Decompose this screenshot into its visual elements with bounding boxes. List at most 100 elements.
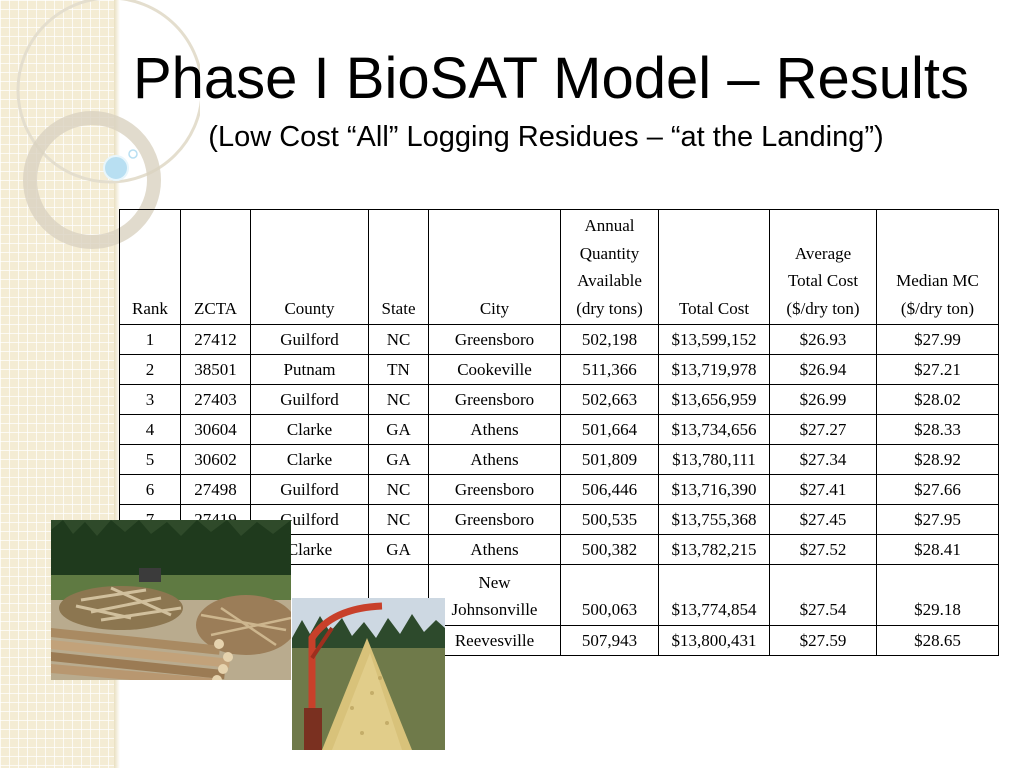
column-header-rank: Rank: [119, 209, 181, 325]
cell-state: GA: [368, 444, 429, 475]
cell-zcta: 27498: [180, 474, 251, 505]
cell-total-cost: $13,656,959: [658, 384, 770, 415]
cell-state: TN: [368, 354, 429, 385]
cell-county: Putnam: [250, 354, 369, 385]
cell-city: Greensboro: [428, 504, 561, 535]
cell-rank: 6: [119, 474, 181, 505]
cell-annual-quantity: 507,943: [560, 625, 659, 656]
cell-city: Greensboro: [428, 324, 561, 355]
cell-annual-quantity: 511,366: [560, 354, 659, 385]
cell-total-cost: $13,800,431: [658, 625, 770, 656]
cell-rank: 5: [119, 444, 181, 475]
cell-median-mc: $28.65: [876, 625, 999, 656]
table-row: 3 27403 Guilford NC Greensboro 502,663 $13,656…: [119, 384, 999, 415]
cell-state: GA: [368, 534, 429, 565]
column-header-total-cost: Total Cost: [658, 209, 770, 325]
table-row: 2 38501 Putnam TN Cookeville 511,366 $13,719,9…: [119, 354, 999, 385]
slide-subtitle: (Low Cost “All” Logging Residues – “at t…: [208, 121, 884, 153]
cell-rank: 1: [119, 324, 181, 355]
cell-median-mc: $28.92: [876, 444, 999, 475]
table-header-row: Rank ZCTA County State City Annual Quantity Ava…: [119, 209, 999, 325]
cell-median-mc: $27.95: [876, 504, 999, 535]
column-header-state: State: [368, 209, 429, 325]
cell-annual-quantity: 501,809: [560, 444, 659, 475]
cell-zcta: 27412: [180, 324, 251, 355]
cell-annual-quantity: 502,663: [560, 384, 659, 415]
cell-median-mc: $27.21: [876, 354, 999, 385]
cell-city: New Johnsonville: [428, 564, 561, 626]
cell-total-cost: $13,716,390: [658, 474, 770, 505]
cell-total-cost: $13,782,215: [658, 534, 770, 565]
cell-rank: 4: [119, 414, 181, 445]
column-header-line: Rank: [132, 298, 168, 318]
cell-city: Cookeville: [428, 354, 561, 385]
cell-rank: 2: [119, 354, 181, 385]
cell-average-total-cost: $27.41: [769, 474, 877, 505]
logging-residue-pile-photo: [51, 520, 291, 680]
cell-zcta: 38501: [180, 354, 251, 385]
cell-county: Clarke: [250, 444, 369, 475]
column-header-average-total-cost: Average Total Cost ($/dry ton): [769, 209, 877, 325]
cell-county: Guilford: [250, 474, 369, 505]
cell-median-mc: $29.18: [876, 564, 999, 626]
column-header-line: Quantity: [579, 243, 640, 263]
cell-total-cost: $13,755,368: [658, 504, 770, 535]
cell-annual-quantity: 502,198: [560, 324, 659, 355]
cell-rank: 3: [119, 384, 181, 415]
cell-median-mc: $27.99: [876, 324, 999, 355]
table-row: 1 27412 Guilford NC Greensboro 502,198 $13,599…: [119, 324, 999, 355]
decorative-circles: [16, 0, 200, 249]
column-header-line: Total Cost: [787, 271, 859, 290]
wood-chips-pile-photo: [291, 598, 445, 750]
cell-median-mc: $28.02: [876, 384, 999, 415]
cell-total-cost: $13,774,854: [658, 564, 770, 626]
cell-state: NC: [368, 384, 429, 415]
column-header-line: ($/dry ton): [900, 298, 975, 318]
cell-county: Clarke: [250, 414, 369, 445]
column-header-line: County: [284, 298, 335, 318]
cell-annual-quantity: 500,063: [560, 564, 659, 626]
column-header-line: State: [381, 298, 416, 318]
cell-average-total-cost: $27.34: [769, 444, 877, 475]
cell-city: Reevesville: [428, 625, 561, 656]
column-header-line: Annual: [584, 216, 635, 235]
cell-state: GA: [368, 414, 429, 445]
column-header-zcta: ZCTA: [180, 209, 251, 325]
cell-average-total-cost: $27.45: [769, 504, 877, 535]
cell-city: Greensboro: [428, 474, 561, 505]
cell-state: NC: [368, 504, 429, 535]
cell-average-total-cost: $27.52: [769, 534, 877, 565]
column-header-city: City: [428, 209, 561, 325]
cell-median-mc: $27.66: [876, 474, 999, 505]
cell-zcta: 30602: [180, 444, 251, 475]
cell-average-total-cost: $26.99: [769, 384, 877, 415]
column-header-median-mc: Median MC ($/dry ton): [876, 209, 999, 325]
column-header-line: City: [479, 298, 510, 318]
cell-average-total-cost: $26.94: [769, 354, 877, 385]
column-header-line: Total Cost: [678, 298, 750, 318]
side-strip-edge: [114, 0, 120, 768]
cell-city: Athens: [428, 414, 561, 445]
cell-total-cost: $13,780,111: [658, 444, 770, 475]
cell-median-mc: $28.33: [876, 414, 999, 445]
cell-average-total-cost: $26.93: [769, 324, 877, 355]
column-header-line: Average: [794, 243, 852, 263]
cell-city: Athens: [428, 534, 561, 565]
cell-average-total-cost: $27.54: [769, 564, 877, 626]
cell-total-cost: $13,719,978: [658, 354, 770, 385]
cell-total-cost: $13,734,656: [658, 414, 770, 445]
column-header-line: Available: [577, 271, 642, 290]
column-header-line: (dry tons): [576, 298, 643, 318]
cell-county: Guilford: [250, 384, 369, 415]
column-header-line: Median MC: [896, 271, 979, 290]
cell-total-cost: $13,599,152: [658, 324, 770, 355]
column-header-line: ZCTA: [193, 298, 238, 318]
cell-median-mc: $28.41: [876, 534, 999, 565]
cell-average-total-cost: $27.59: [769, 625, 877, 656]
cell-county: Guilford: [250, 324, 369, 355]
table-row: 6 27498 Guilford NC Greensboro 506,446 $13,716…: [119, 474, 999, 505]
cell-annual-quantity: 500,535: [560, 504, 659, 535]
column-header-annual-quantity: Annual Quantity Available (dry tons): [560, 209, 659, 325]
slide-title: Phase I BioSAT Model – Results: [132, 46, 970, 111]
column-header-county: County: [250, 209, 369, 325]
